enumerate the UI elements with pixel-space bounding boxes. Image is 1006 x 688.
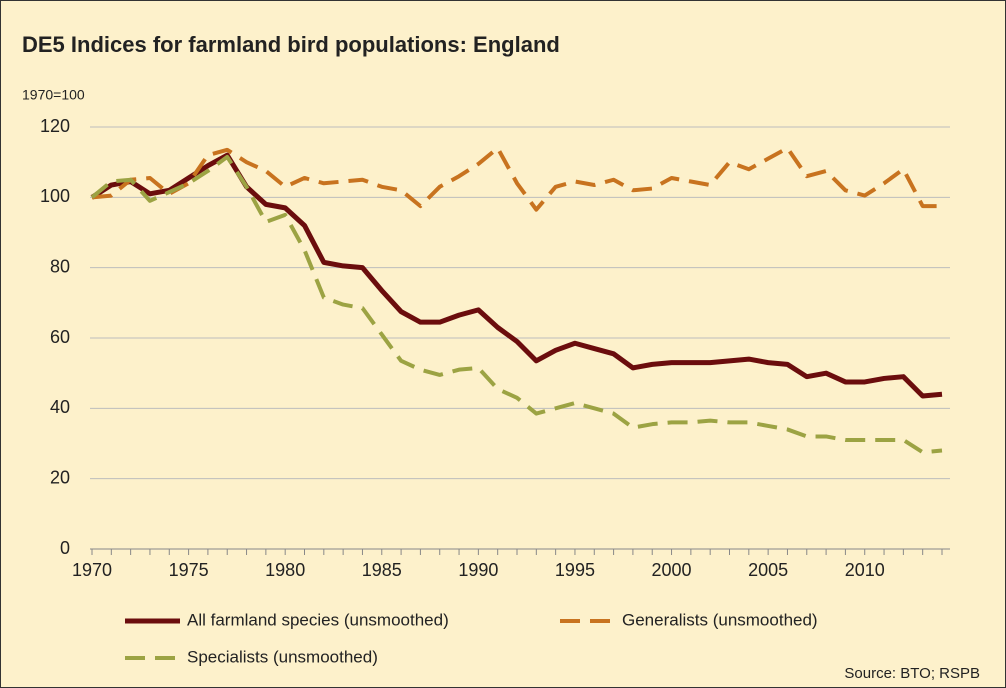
x-tick-label: 2000 xyxy=(652,560,692,580)
legend-label: Specialists (unsmoothed) xyxy=(187,647,378,666)
chart-title: DE5 Indices for farmland bird population… xyxy=(22,32,560,57)
x-tick-label: 1980 xyxy=(265,560,305,580)
y-tick-label: 60 xyxy=(50,327,70,347)
source: Source: BTO; RSPB xyxy=(844,665,980,682)
series-line xyxy=(90,154,943,455)
x-tick-label: 1990 xyxy=(458,560,498,580)
y-tick-label: 100 xyxy=(40,186,70,206)
x-tick-label: 1975 xyxy=(169,560,209,580)
y-tick-label: 0 xyxy=(60,538,70,558)
x-tick-label: 2010 xyxy=(845,560,885,580)
series-line xyxy=(91,146,942,212)
x-tick-label: 1985 xyxy=(362,560,402,580)
x-tick-label: 1970 xyxy=(72,560,112,580)
y-tick-label: 40 xyxy=(50,397,70,417)
x-tick-label: 1995 xyxy=(555,560,595,580)
x-tick-label: 2005 xyxy=(748,560,788,580)
legend-label: All farmland species (unsmoothed) xyxy=(187,610,449,629)
y-axis-label: 1970=100 xyxy=(22,87,85,103)
y-tick-label: 80 xyxy=(50,256,70,276)
y-tick-label: 120 xyxy=(40,116,70,136)
y-tick-label: 20 xyxy=(50,467,70,487)
series-line xyxy=(90,152,943,399)
legend-label: Generalists (unsmoothed) xyxy=(622,610,818,629)
